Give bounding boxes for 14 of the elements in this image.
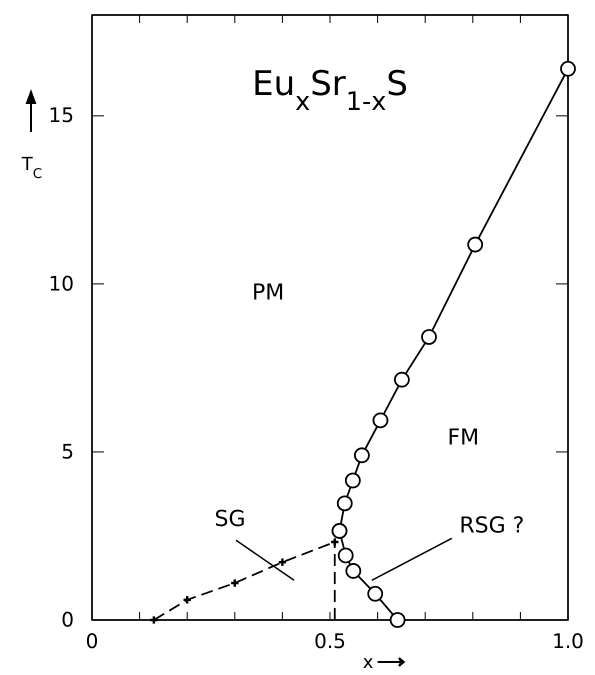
y-tick-label: 15 — [48, 103, 74, 128]
y-tick-label: 10 — [48, 271, 74, 296]
y-axis-title: T$_{C}$ — [20, 154, 42, 182]
x-axis-title: x — [362, 652, 374, 673]
annotation: RSG ? — [459, 513, 524, 538]
x-tick-label: 1.0 — [552, 629, 584, 654]
text: Eu$_{x}$Sr$_{1-x}$S — [252, 64, 408, 117]
y-tick-label: 0 — [61, 607, 74, 632]
annotation: SG — [214, 507, 246, 532]
annotation: FM — [447, 426, 480, 451]
x-tick-label: 0.5 — [314, 629, 346, 654]
x-tick-label: 0 — [86, 629, 98, 654]
annotation: PM — [252, 280, 284, 306]
y-tick-label: 5 — [61, 439, 74, 464]
